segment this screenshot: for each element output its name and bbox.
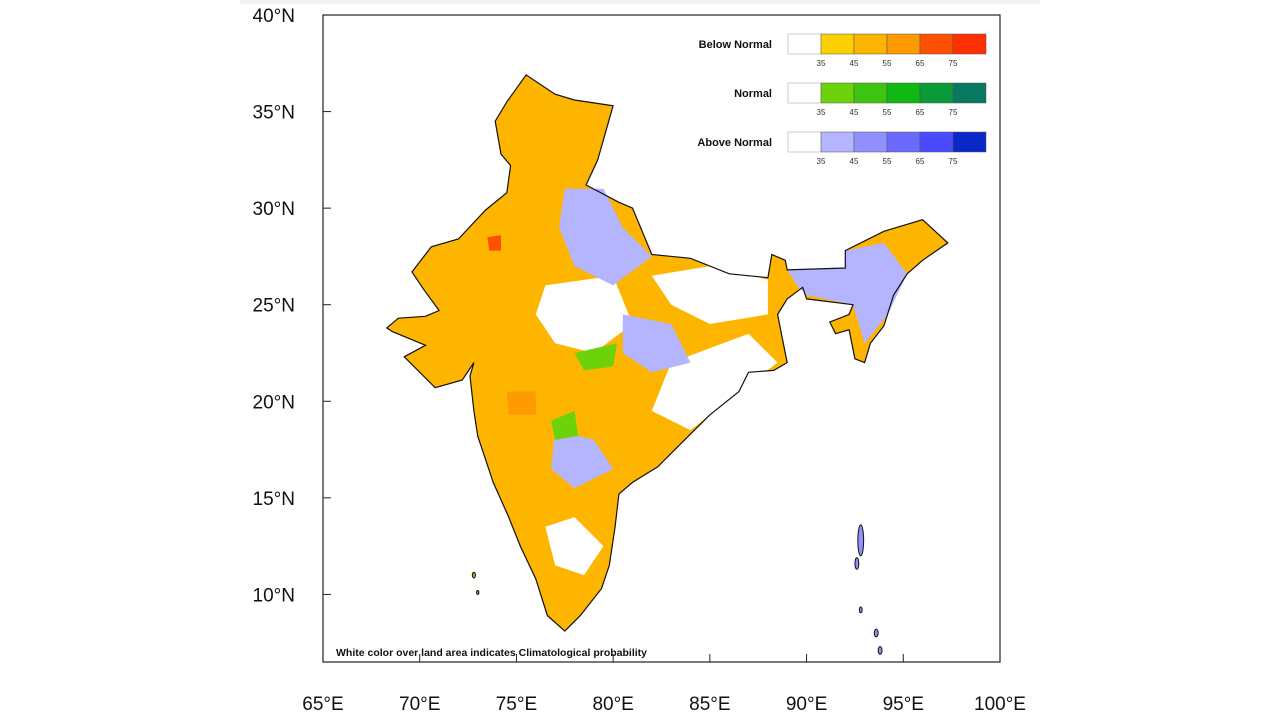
lon-label: 95°E: [883, 694, 924, 715]
normal-region: [574, 343, 617, 371]
legend-swatch: [787, 33, 822, 55]
legend-tick: 35: [817, 157, 826, 166]
legend-swatch: [787, 131, 822, 153]
island: [857, 524, 865, 557]
below-normal-high-region: [487, 235, 501, 251]
island: [476, 590, 480, 595]
lon-label: 85°E: [689, 694, 730, 715]
lat-label: 25°N: [253, 296, 295, 317]
island: [858, 606, 863, 614]
lat-label: 15°N: [253, 489, 295, 510]
legend-tick: 45: [850, 108, 859, 117]
legend-tick: 55: [883, 157, 892, 166]
legend-swatch: [919, 131, 954, 153]
legend-swatch: [952, 82, 987, 104]
legend-category-label: Normal: [734, 88, 772, 100]
lon-label: 65°E: [302, 694, 343, 715]
island: [471, 571, 476, 579]
legend-swatch: [952, 131, 987, 153]
lon-label: 90°E: [786, 694, 827, 715]
map-frame: [322, 14, 1001, 663]
climatological-region: [545, 517, 604, 576]
lat-label: 10°N: [253, 585, 295, 606]
island: [854, 557, 860, 570]
legend-swatch: [919, 82, 954, 104]
india-border: [385, 74, 949, 632]
legend-swatch: [820, 131, 855, 153]
normal-region: [551, 410, 579, 440]
legend-swatch: [886, 131, 921, 153]
above-normal-region: [559, 188, 652, 286]
legend-tick: 55: [883, 59, 892, 68]
legend-category-label: Below Normal: [699, 39, 772, 51]
lat-label: 30°N: [253, 199, 295, 220]
legend-tick: 55: [883, 108, 892, 117]
legend-tick: 75: [949, 59, 958, 68]
legend-swatch: [820, 33, 855, 55]
legend-swatch: [886, 33, 921, 55]
lon-label: 100°E: [974, 694, 1026, 715]
legend-swatch: [853, 33, 888, 55]
legend-tick: 65: [916, 157, 925, 166]
map-note: White color over land area indicates Cli…: [336, 647, 647, 659]
climatological-region: [651, 333, 778, 431]
climatological-region: [535, 275, 633, 353]
legend-swatch: [853, 131, 888, 153]
legend-category-label: Above Normal: [697, 137, 772, 149]
legend-tick: 65: [916, 108, 925, 117]
legend-tick: 35: [817, 108, 826, 117]
legend-swatch: [886, 82, 921, 104]
axis-ticks: 40°N 35°N 30°N 25°N 20°N 15°N 10°N 65°E 70°E 75°E…: [253, 6, 1026, 715]
legend-tick: 35: [817, 59, 826, 68]
legend-swatch: [787, 82, 822, 104]
lat-label: 40°N: [253, 6, 295, 27]
island: [873, 628, 879, 638]
above-normal-region: [622, 314, 691, 373]
legend-swatch: [853, 82, 888, 104]
below-normal-high-region: [506, 391, 536, 415]
legend-swatch: [919, 33, 954, 55]
lat-label: 20°N: [253, 392, 295, 413]
legend-tick: 45: [850, 157, 859, 166]
below-normal-region: [903, 219, 948, 257]
legend-swatch: [820, 82, 855, 104]
land-layer: [385, 74, 949, 655]
lon-label: 80°E: [592, 694, 633, 715]
lon-label: 75°E: [496, 694, 537, 715]
climatological-region: [651, 266, 768, 324]
lat-label: 35°N: [253, 103, 295, 124]
legend: Below Normal 35 45 55 65 75 Normal 35 45 55 65 75 Ab…: [697, 33, 987, 166]
legend-tick: 65: [916, 59, 925, 68]
island: [877, 646, 883, 655]
lon-label: 70°E: [399, 694, 440, 715]
legend-tick: 75: [949, 157, 958, 166]
above-normal-region: [551, 430, 614, 489]
above-normal-region: [787, 242, 908, 344]
legend-swatch: [952, 33, 987, 55]
legend-tick: 45: [850, 59, 859, 68]
legend-tick: 75: [949, 108, 958, 117]
top-border: [240, 0, 1040, 4]
